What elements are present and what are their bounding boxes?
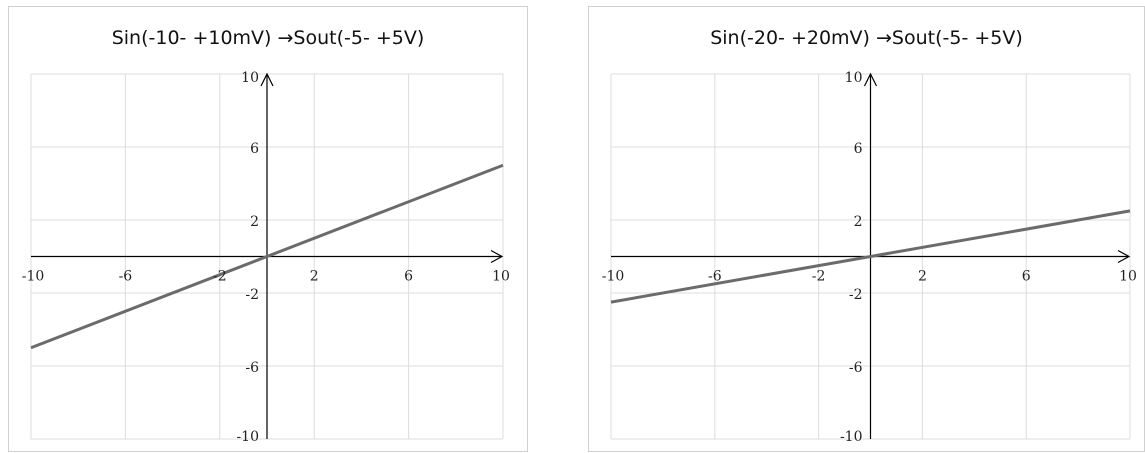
x-tick-label: -10 [22,269,45,285]
series-line [610,209,1131,304]
x-tick-label: -2 [812,269,826,285]
x-tick-label: 6 [404,269,413,285]
y-tick-label: 6 [854,141,863,157]
chart-panel-right: Sin(-20- +20mV) →Sout(-5- +5V) -10 -6 -2 2 6… [588,6,1145,452]
y-tick-label: 6 [250,141,259,157]
y-tick-label: 2 [250,214,259,230]
y-tick-label: -10 [840,429,863,445]
y-tick-label: 2 [854,214,863,230]
x-axis-arrow [1117,249,1131,264]
y-tick-label: -10 [236,429,259,445]
y-tick-label: -6 [245,360,259,376]
x-tick-label: -2 [213,269,227,285]
y-tick-label: -6 [849,360,863,376]
x-tick-label: -6 [119,269,133,285]
y-axis-arrow [863,72,878,87]
x-tick-label: 10 [1119,269,1137,285]
x-tick-label: 6 [1022,269,1031,285]
y-tick-label: 10 [845,70,863,86]
x-tick-label: 2 [310,269,319,285]
x-tick-label: -10 [602,269,625,285]
line-chart: -10 -6 -2 2 6 10 10 6 2 -2 -6 -10 [602,70,1137,445]
chart-panel-left: Sin(-10- +10mV) →Sout(-5- +5V) -10 -6 -2 2 6… [8,6,528,452]
x-tick-label: 2 [918,269,927,285]
y-tick-label: -2 [849,287,863,303]
series-line [30,163,504,350]
y-tick-label: -2 [245,287,259,303]
y-tick-label: 10 [241,70,259,86]
y-axis-arrow [260,72,274,87]
x-tick-label: -6 [708,269,722,285]
chart-title: Sin(-10- +10mV) →Sout(-5- +5V) [111,27,425,49]
x-tick-label: 10 [492,269,510,285]
x-axis-arrow [490,249,504,264]
line-chart: -10 -6 -2 2 6 10 10 6 2 -2 -6 -10 [22,70,510,445]
chart-title: Sin(-20- +20mV) →Sout(-5- +5V) [710,27,1023,49]
